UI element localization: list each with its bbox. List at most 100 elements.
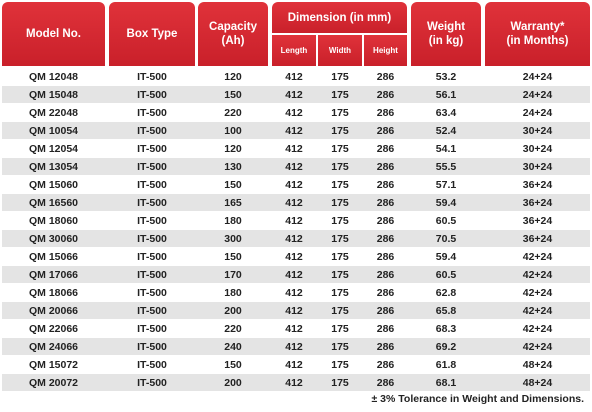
table-cell: 175 [331,125,349,137]
table-cell: 286 [376,251,395,263]
header-text: Length [280,45,308,55]
header-text: Weight [426,21,466,33]
table-cell: IT-500 [137,197,167,209]
table-cell: IT-500 [137,341,167,353]
header-cell: Capacity (Ah) [198,2,268,66]
table-cell: 286 [376,305,395,317]
table-cell: 286 [376,161,395,173]
header-text: Capacity [209,21,257,33]
header-text: (Ah) [221,35,245,47]
table-cell: QM 24066 [28,341,79,353]
table-cell: 175 [331,377,349,389]
table-cell: 150 [224,359,242,371]
table-cell: 42+24 [522,251,553,263]
table-cell: QM 10054 [28,125,79,137]
header-text: (in kg) [428,35,464,47]
table-row: QM 15060 IT-500 150 412 175 286 57.1 36+24 [2,176,590,193]
table-cell: IT-500 [137,269,167,281]
table-row: QM 15048 IT-500 150 412 175 286 56.1 24+24 [2,86,590,103]
table-cell: 70.5 [435,233,457,245]
table-cell: QM 20072 [28,377,79,389]
table-row: QM 15072 IT-500 150 412 175 286 61.8 48+24 [2,356,590,373]
table-cell: QM 15060 [28,179,79,191]
table-row: QM 18066 IT-500 180 412 175 286 62.8 42+24 [2,284,590,301]
table-row: QM 13054 IT-500 130 412 175 286 55.5 30+24 [2,158,590,175]
table-cell: 55.5 [435,161,457,173]
table-cell: IT-500 [137,143,167,155]
table-cell: QM 15048 [28,89,79,101]
table-cell: 52.4 [435,125,457,137]
table-cell: 100 [224,125,242,137]
table-cell: 286 [376,359,395,371]
table-cell: 412 [285,143,303,155]
table-cell: QM 20066 [28,305,79,317]
header-text: Dimension (in mm) [287,11,392,24]
table-cell: 175 [331,71,349,83]
table-cell: 42+24 [522,323,553,335]
table-cell: QM 13054 [28,161,79,173]
table-cell: 286 [376,125,395,137]
table-cell: 412 [285,161,303,173]
table-cell: 120 [224,143,242,155]
table-cell: 170 [224,269,242,281]
table-cell: 30+24 [522,143,553,155]
header-text: Warranty* [510,21,565,33]
table-cell: 412 [285,269,303,281]
footnote: ± 3% Tolerance in Weight and Dimensions. [371,393,585,405]
table-cell: 175 [331,143,349,155]
table-row: QM 22066 IT-500 220 412 175 286 68.3 42+24 [2,320,590,337]
table-row: QM 20072 IT-500 200 412 175 286 68.1 48+24 [2,374,590,391]
table-cell: 36+24 [522,197,553,209]
table-cell: 175 [331,287,349,299]
table-cell: 175 [331,341,349,353]
header-text: Box Type [126,28,178,40]
table-cell: 286 [376,107,395,119]
table-cell: QM 22066 [28,323,79,335]
table-cell: 286 [376,143,395,155]
table-cell: IT-500 [137,125,167,137]
table-cell: 240 [224,341,242,353]
table-cell: 24+24 [522,107,553,119]
table-cell: 60.5 [435,269,457,281]
table-row: QM 30060 IT-500 300 412 175 286 70.5 36+24 [2,230,590,247]
table-cell: 36+24 [522,179,553,191]
table-cell: 69.2 [435,341,457,353]
table-cell: QM 12048 [28,71,79,83]
table-cell: QM 15066 [28,251,79,263]
table-cell: 36+24 [522,233,553,245]
table-row: QM 12054 IT-500 120 412 175 286 54.1 30+24 [2,140,590,157]
table-cell: 175 [331,179,349,191]
table-cell: 220 [224,323,242,335]
table-cell: 63.4 [435,107,457,119]
table-row: QM 22048 IT-500 220 412 175 286 63.4 24+24 [2,104,590,121]
table-cell: 42+24 [522,287,553,299]
header-text: Model No. [26,28,81,40]
table-cell: 175 [331,107,349,119]
table-cell: 60.5 [435,215,457,227]
table-cell: 24+24 [522,89,553,101]
table-cell: 412 [285,89,303,101]
table-cell: 42+24 [522,305,553,317]
table-cell: 54.1 [435,143,457,155]
table-cell: QM 18060 [28,215,79,227]
table-cell: QM 12054 [28,143,79,155]
table-cell: 412 [285,71,303,83]
header-cell: Dimension (in mm) [272,2,407,33]
table-cell: IT-500 [137,215,167,227]
table-cell: 412 [285,305,303,317]
table-cell: 286 [376,323,395,335]
table-cell: 180 [224,215,242,227]
header-cell: Height [364,35,407,66]
table-cell: 300 [224,233,242,245]
table-row: QM 15066 IT-500 150 412 175 286 59.4 42+24 [2,248,590,265]
table-cell: 286 [376,233,395,245]
table-cell: 412 [285,215,303,227]
table-cell: IT-500 [137,161,167,173]
table-cell: IT-500 [137,323,167,335]
table-cell: 286 [376,89,395,101]
table-cell: 412 [285,107,303,119]
table-cell: 48+24 [522,359,553,371]
table-cell: IT-500 [137,179,167,191]
table-cell: QM 18066 [28,287,79,299]
